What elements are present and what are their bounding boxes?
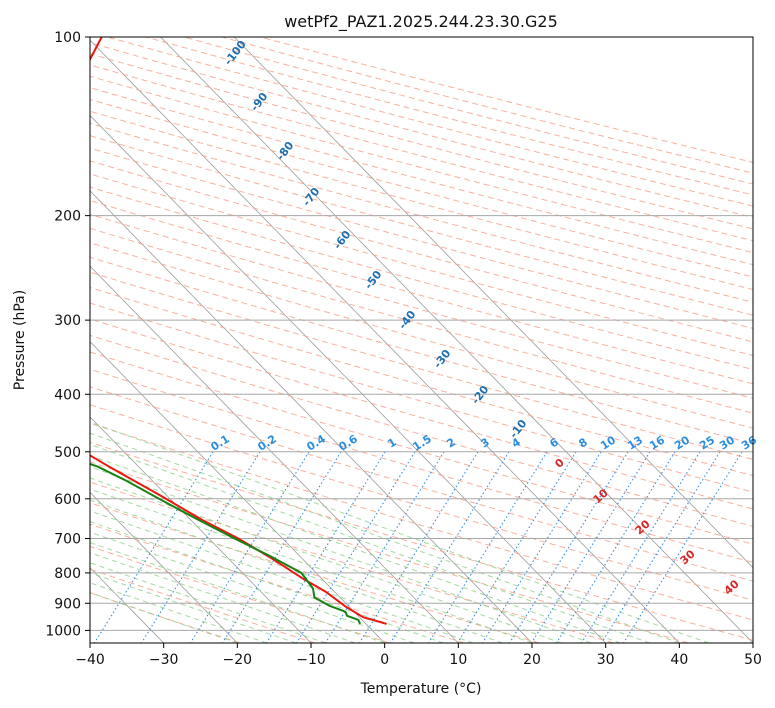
isotherm-line xyxy=(90,265,459,643)
dry-adiabat xyxy=(90,318,753,510)
y-tick-label: 800 xyxy=(54,566,81,582)
temperature-line xyxy=(90,37,387,625)
dry-adiabat xyxy=(90,213,753,399)
moist-adiabat xyxy=(90,432,680,643)
dry-adiabat xyxy=(90,334,753,527)
x-tick-label: 10 xyxy=(449,652,467,668)
x-tick-label: −10 xyxy=(296,652,326,668)
y-axis: 100 200 300 400 500 600 700 800 900 1000 xyxy=(45,30,90,639)
mixing-ratio-line xyxy=(221,451,342,643)
y-tick-label: 600 xyxy=(54,492,81,508)
moist-adiabat xyxy=(90,466,592,643)
mixing-ratio-line xyxy=(456,451,577,643)
mixing-ratio-line xyxy=(530,451,651,643)
dewpoint-line xyxy=(90,462,362,625)
y-tick-label: 100 xyxy=(54,30,81,46)
dry-adiabat xyxy=(90,110,753,291)
x-tick-label: 50 xyxy=(744,652,762,668)
y-tick-label: 200 xyxy=(54,209,81,225)
x-tick-label: −40 xyxy=(75,652,105,668)
mixing-ratio-line xyxy=(189,451,310,643)
dry-adiabat xyxy=(90,173,753,357)
x-tick-label: 0 xyxy=(380,652,389,668)
mixing-ratio-line xyxy=(555,451,676,643)
x-axis: −40 −30 −20 −10 0 10 20 30 40 50 xyxy=(75,643,762,668)
mixing-ratio-line xyxy=(93,451,214,643)
x-tick-label: 40 xyxy=(670,652,688,668)
y-tick-label: 400 xyxy=(54,387,81,403)
y-tick-label: 700 xyxy=(54,532,81,548)
moist-adiabat xyxy=(90,499,503,643)
sounding-lines xyxy=(90,37,387,625)
x-tick-label: 30 xyxy=(597,652,615,668)
isotherm-line xyxy=(160,37,753,643)
x-tick-label: −30 xyxy=(149,652,179,668)
mixing-ratio-line xyxy=(481,451,602,643)
dry-adiabat xyxy=(90,200,753,385)
mixing-ratio-line xyxy=(622,451,743,643)
isotherm-line xyxy=(90,114,606,643)
mixing-ratio-line xyxy=(600,451,721,643)
isotherm-line xyxy=(90,39,680,643)
isotherm-line xyxy=(90,190,533,643)
dry-adiabat xyxy=(90,302,753,493)
y-tick-label: 300 xyxy=(54,313,81,329)
y-tick-label: 900 xyxy=(54,596,81,612)
moist-adiabat xyxy=(90,455,621,643)
dry-adiabat xyxy=(90,147,753,329)
y-tick-label: 1000 xyxy=(45,623,81,639)
dry-adiabat xyxy=(90,271,753,461)
moist-adiabat xyxy=(90,572,297,643)
moist-adiabat xyxy=(90,488,533,643)
mixing-ratio-line xyxy=(295,451,416,643)
dry-adiabat xyxy=(90,404,753,601)
moist-adiabat xyxy=(90,443,651,643)
dry-adiabat xyxy=(90,242,753,429)
plot-frame xyxy=(89,36,754,644)
dry-adiabat xyxy=(90,135,753,316)
mixing-ratio-line xyxy=(358,451,479,643)
mixing-ratio-line xyxy=(140,451,261,643)
isobar-grid xyxy=(90,37,753,631)
isotherm-line xyxy=(90,491,238,643)
y-tick-label: 500 xyxy=(54,445,81,461)
mixing-ratio-line xyxy=(508,451,629,643)
dry-adiabat xyxy=(90,422,753,621)
isotherm-line xyxy=(90,340,385,643)
moist-adiabat xyxy=(90,477,562,643)
x-tick-label: 20 xyxy=(523,652,541,668)
dry-adiabat xyxy=(90,441,753,641)
mixing-ratio-line xyxy=(324,451,445,643)
x-tick-label: −20 xyxy=(223,652,253,668)
moist-adiabat xyxy=(90,562,326,643)
moist-adiabat xyxy=(90,421,709,643)
mixing-ratio-line xyxy=(265,451,386,643)
dry-adiabat xyxy=(90,386,753,582)
background-lines xyxy=(90,37,753,643)
dry-adiabat xyxy=(90,461,689,643)
y-axis-label: Pressure (hPa) xyxy=(12,290,28,390)
mixing-ratio-line xyxy=(427,451,548,643)
dry-adiabat xyxy=(90,523,465,643)
chart-title: wetPf2_PAZ1.2025.244.23.30.G25 xyxy=(284,12,558,32)
mixing-ratio-line xyxy=(389,451,510,643)
x-axis-label: Temperature (°C) xyxy=(360,681,482,697)
mixing-ratio-line xyxy=(580,451,701,643)
